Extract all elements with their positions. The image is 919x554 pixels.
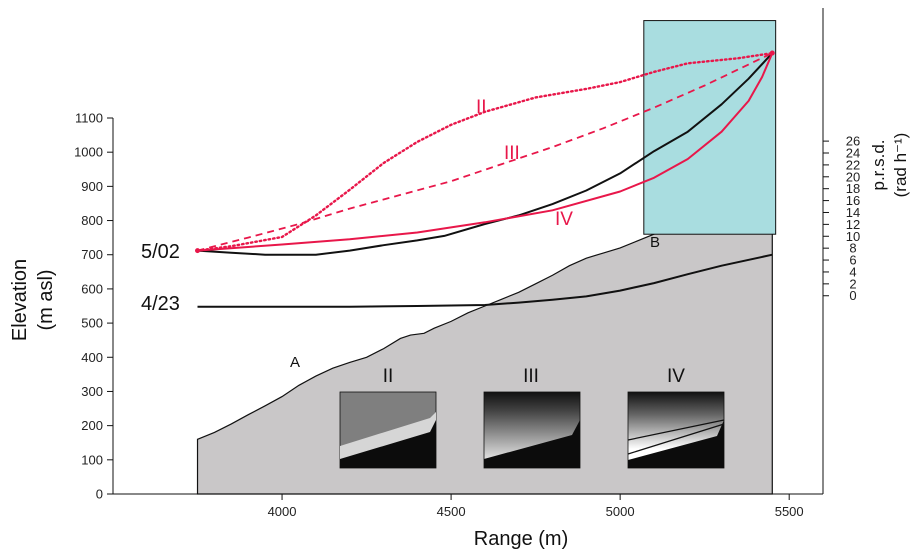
y-tick-label: 800: [81, 213, 103, 228]
y2-tick-label: 16: [846, 193, 860, 208]
y2-tick-label: 20: [846, 169, 860, 184]
y2-tick-label: 26: [846, 134, 860, 149]
x-axis-label: Range (m): [474, 528, 568, 550]
y-axis-label-line2: (m asl): [35, 269, 57, 330]
y2-tick-label: 12: [846, 217, 860, 232]
end-marker: [769, 50, 775, 56]
y-tick-label: 100: [81, 452, 103, 467]
x-tick-label: 4500: [437, 504, 466, 519]
label-roman-iv: IV: [555, 209, 573, 230]
y-tick-label: 1100: [75, 111, 103, 126]
y-tick-label: 600: [81, 281, 103, 296]
y-tick-label: 1000: [74, 145, 103, 160]
series-endpoints: [195, 50, 775, 254]
y-ticks: 0 100 200 300 400 500 600 700 800 900 1000 1100: [74, 111, 113, 502]
y-axis-label-line1: Elevation: [9, 259, 31, 341]
y-tick-label: 900: [81, 179, 103, 194]
y2-tick-label: 2: [849, 276, 856, 291]
label-5-02: 5/02: [141, 241, 180, 263]
series-line-4-23: [197, 253, 773, 308]
inset-label-iv: IV: [667, 366, 685, 387]
y-tick-label: 300: [81, 384, 103, 399]
series-line-iii: [197, 52, 773, 252]
x-tick-label: 4000: [268, 504, 297, 519]
label-roman-ii: II: [476, 97, 487, 118]
y2-tick-label: 0: [849, 288, 856, 303]
y2-tick-label: 18: [846, 181, 860, 196]
start-marker: [195, 248, 201, 254]
x-tick-label: 5000: [606, 504, 635, 519]
inset-panel-iv: [627, 391, 725, 469]
series-line-iv: [197, 52, 774, 252]
region-b-overlay: [643, 20, 777, 235]
y2-axis-label-line1: p.r.s.d.: [869, 139, 888, 190]
x-tick-label: 5500: [775, 504, 804, 519]
y-tick-label: 0: [96, 487, 103, 502]
y2-tick-label: 24: [846, 146, 860, 161]
y2-axis-label-line2: (rad h⁻¹): [891, 133, 910, 198]
inset-panel-ii: [339, 391, 437, 469]
label-a: A: [290, 354, 300, 371]
y2-tick-label: 8: [849, 241, 856, 256]
inset-label-iii: III: [523, 366, 539, 387]
y-tick-label: 500: [81, 316, 103, 331]
y2-tick-label: 6: [849, 253, 856, 268]
inset-panels: II III IV: [339, 366, 725, 469]
y-tick-label: 700: [81, 247, 103, 262]
y2-tick-label: 14: [846, 205, 860, 220]
y2-tick-label: 10: [846, 229, 860, 244]
inset-label-ii: II: [383, 366, 394, 387]
y2-tick-label: 22: [846, 157, 860, 172]
x-ticks: 4000 4500 5000 5500: [268, 494, 804, 519]
y2-tick-label: 4: [849, 264, 856, 279]
y-tick-label: 200: [81, 418, 103, 433]
series-layer: [196, 51, 774, 308]
inset-panel-iii: [483, 391, 581, 469]
axes: 4000 4500 5000 5500 01002003004005006007008…: [74, 8, 860, 519]
y-tick-label: 400: [81, 350, 103, 365]
label-roman-iii: III: [504, 143, 520, 164]
label-b: B: [650, 234, 660, 251]
label-4-23: 4/23: [141, 293, 180, 315]
